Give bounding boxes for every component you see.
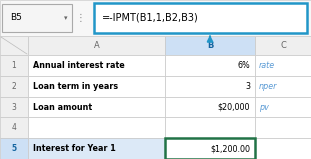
Bar [165, 97, 255, 117]
Text: 3: 3 [12, 103, 16, 111]
Text: C: C [280, 41, 286, 50]
Text: $1,200.00: $1,200.00 [210, 144, 250, 153]
Bar [165, 36, 255, 55]
Bar [255, 97, 311, 117]
Text: Loan amount: Loan amount [33, 103, 92, 111]
Bar [0, 117, 28, 138]
Text: Interest for Year 1: Interest for Year 1 [33, 144, 116, 153]
Text: 4: 4 [12, 123, 16, 132]
Text: B: B [207, 41, 213, 50]
Bar [0, 0, 311, 36]
Bar [255, 36, 311, 55]
Text: 1: 1 [12, 61, 16, 70]
Text: B5: B5 [10, 14, 22, 23]
Bar [28, 138, 165, 159]
Text: rate: rate [259, 61, 275, 70]
Bar [255, 138, 311, 159]
Text: 6%: 6% [237, 61, 250, 70]
Text: 3: 3 [245, 82, 250, 91]
Bar [0, 138, 28, 159]
Bar [28, 36, 165, 55]
Bar [94, 3, 307, 33]
Bar [0, 76, 28, 97]
Bar [255, 55, 311, 76]
Text: 2: 2 [12, 82, 16, 91]
Text: nper: nper [259, 82, 277, 91]
Text: =-IPMT(B1,1,B2,B3): =-IPMT(B1,1,B2,B3) [102, 13, 199, 23]
Text: 5: 5 [12, 144, 16, 153]
Text: $20,000: $20,000 [217, 103, 250, 111]
Bar [28, 97, 165, 117]
Bar [2, 4, 72, 32]
Bar [28, 55, 165, 76]
Bar [0, 97, 28, 117]
Bar [165, 55, 255, 76]
Text: A: A [94, 41, 100, 50]
Bar [165, 117, 255, 138]
Bar [28, 117, 165, 138]
Bar [0, 55, 28, 76]
Text: ⋮: ⋮ [75, 13, 85, 23]
Bar [28, 76, 165, 97]
Text: Annual interest rate: Annual interest rate [33, 61, 125, 70]
Text: ▾: ▾ [63, 15, 67, 21]
Bar [255, 117, 311, 138]
Bar [255, 76, 311, 97]
Text: Loan term in years: Loan term in years [33, 82, 118, 91]
Bar [0, 36, 28, 55]
Bar [165, 76, 255, 97]
Text: pv: pv [259, 103, 269, 111]
Bar [165, 138, 255, 159]
